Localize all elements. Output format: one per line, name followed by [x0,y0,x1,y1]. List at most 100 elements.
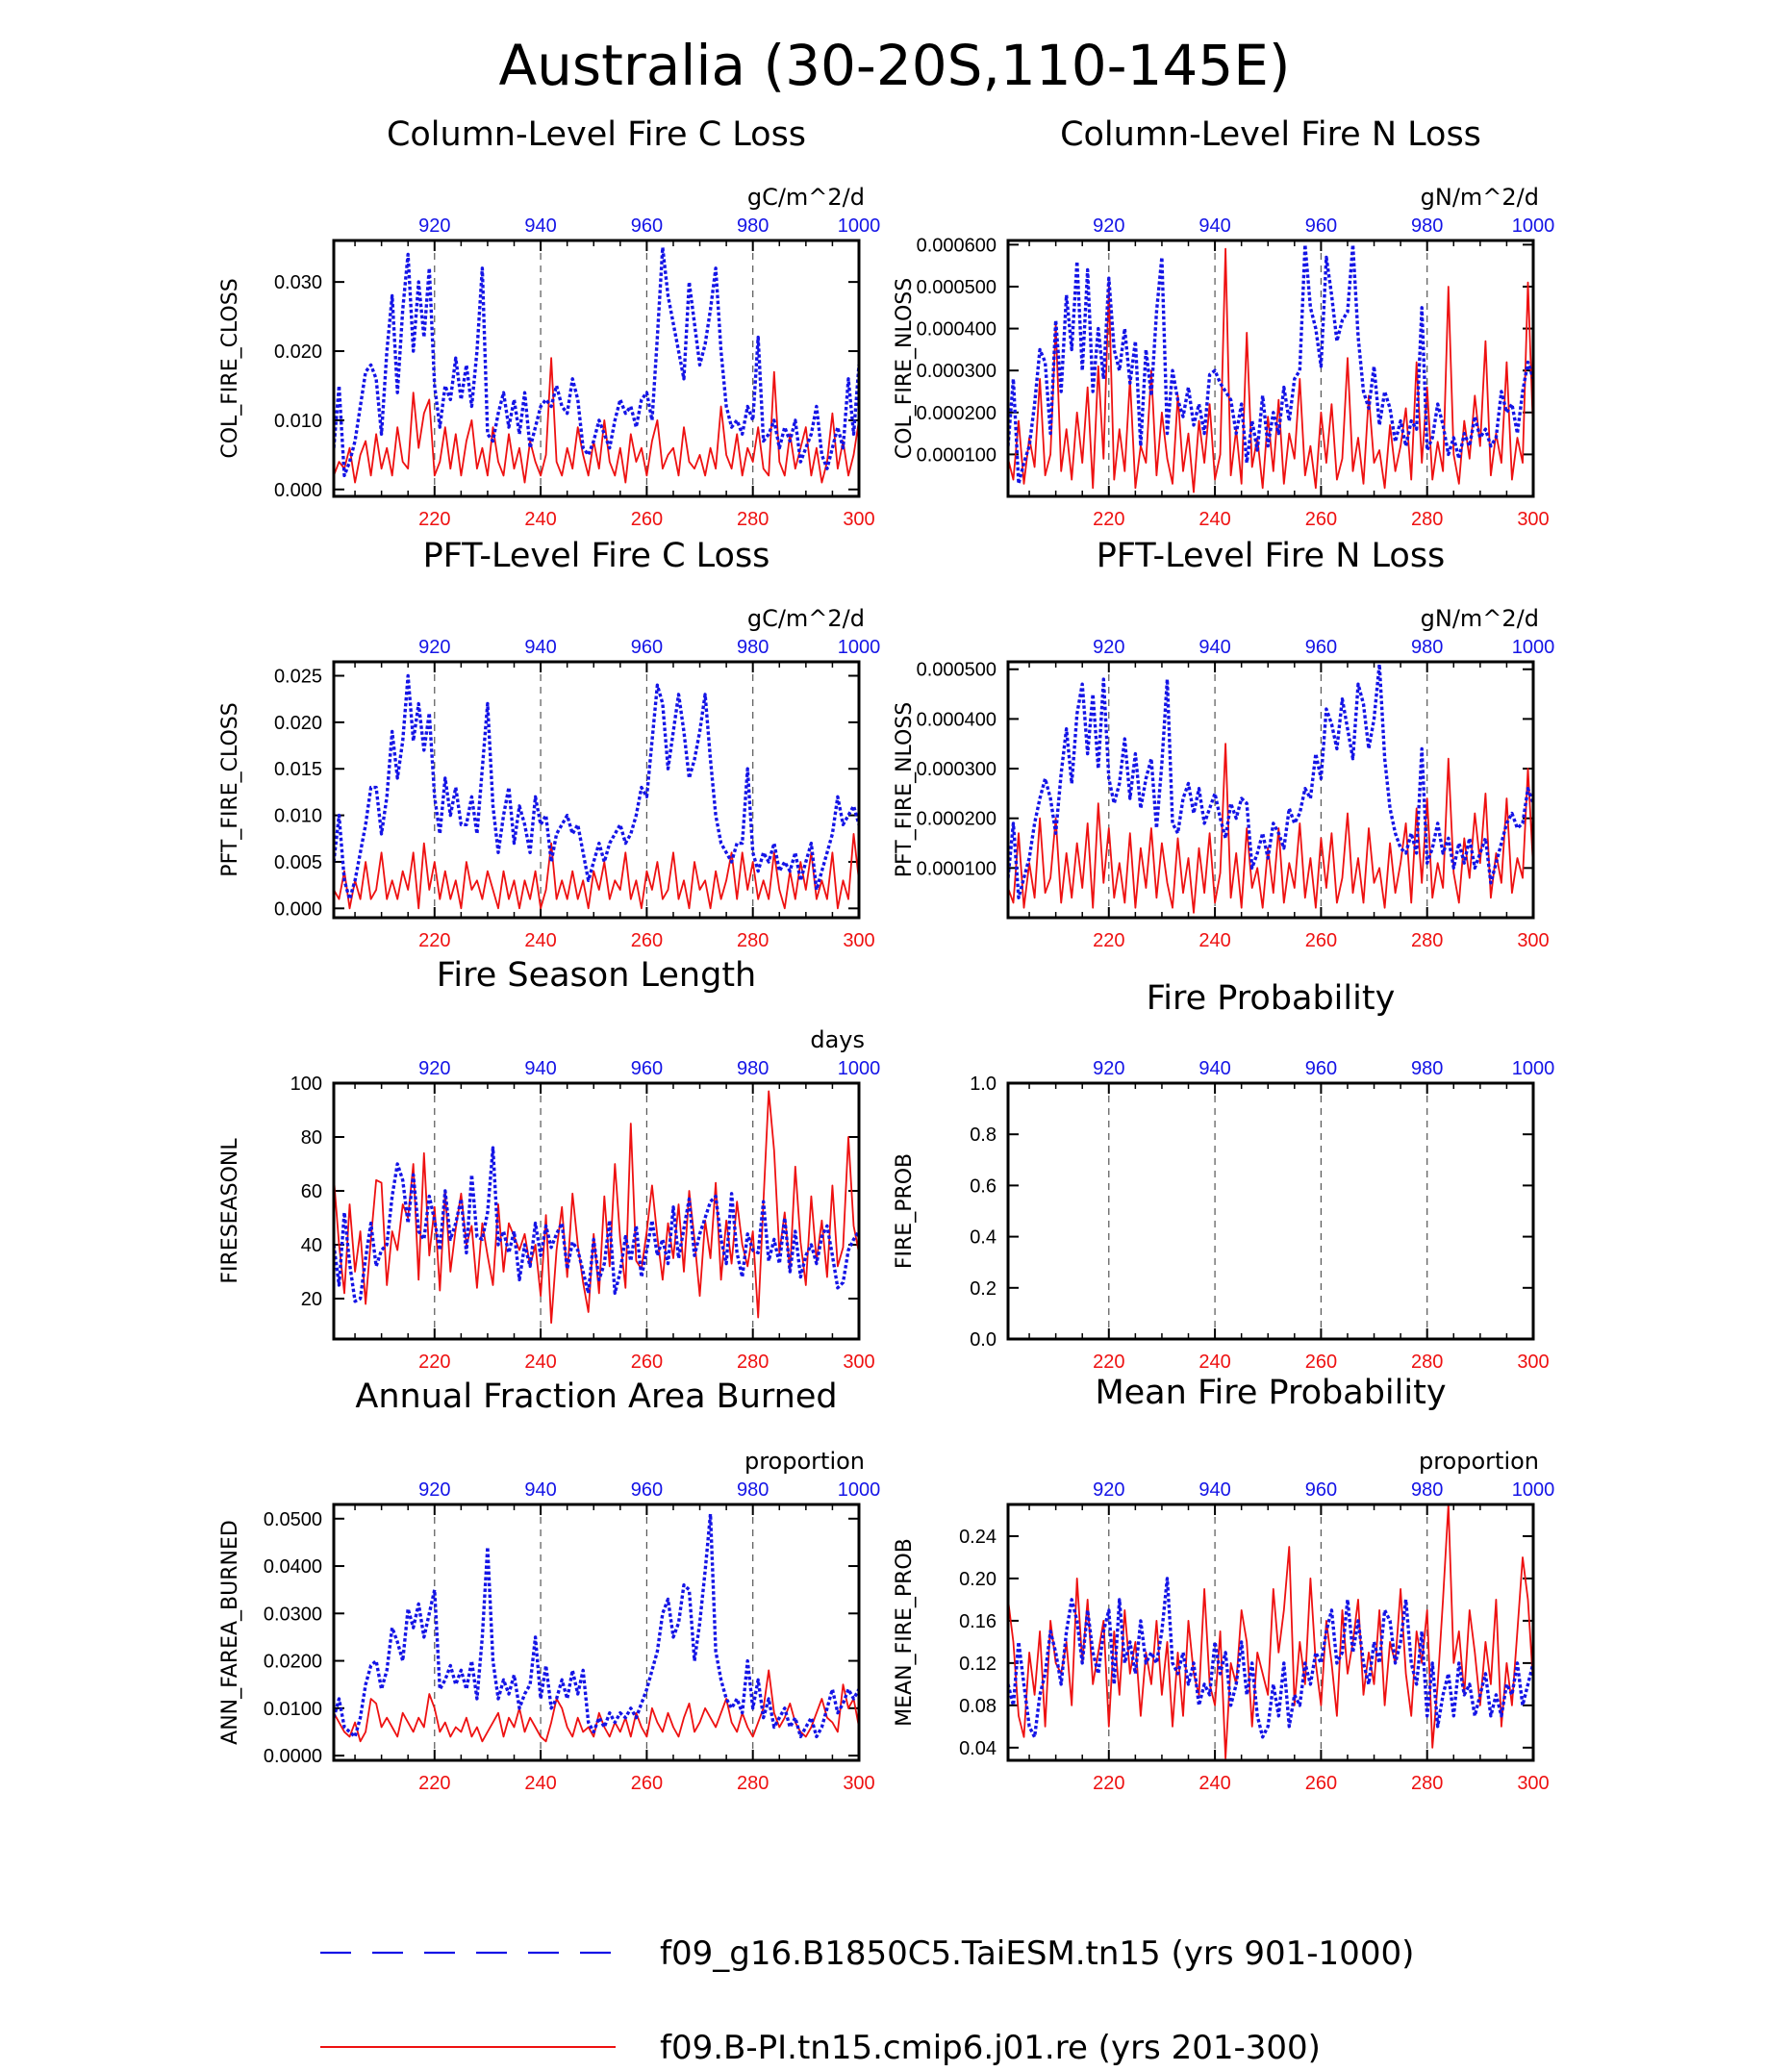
panel-col-fire-nloss: Column-Level Fire N Loss gN/m^2/d COL_FIRE… [893,115,1554,530]
x-tick-label-bottom: 260 [631,930,663,951]
x-tick-label-top: 960 [1305,1479,1337,1501]
x-tick-label-top: 1000 [1512,1479,1555,1501]
legend: f09_g16.B1850C5.TaiESM.tn15 (yrs 901-100… [320,1934,1414,2067]
plot-frame [332,239,861,498]
x-tick-label-bottom: 260 [1305,1773,1337,1794]
units-label: days [810,1026,865,1053]
x-tick-label-top: 1000 [838,637,881,658]
x-tick-label-top: 1000 [1512,215,1555,237]
y-tick-label: 0.4 [970,1227,997,1249]
x-tick-label-top: 920 [418,1479,450,1501]
y-tick-label: 0.005 [274,852,322,873]
x-tick-label-bottom: 300 [1517,509,1549,530]
x-tick-label-bottom: 240 [524,509,556,530]
y-tick-label: 0.020 [274,713,322,734]
x-tick-label-bottom: 240 [524,930,556,951]
y-tick-label: 0.0 [970,1329,997,1351]
panel-ann-farea-burned: Annual Fraction Area Burned proportion ANN… [218,1377,880,1794]
plot-frame [1006,1081,1535,1341]
y-tick-label: 0.000 [274,898,322,920]
series-line-cmip6 [334,357,859,484]
y-tick-label: 0.0200 [264,1652,322,1673]
x-tick-label-bottom: 260 [631,1773,663,1794]
x-tick-label-top: 920 [1093,215,1124,237]
x-tick-label-bottom: 300 [1517,1352,1549,1373]
y-tick-label: 0.000500 [917,277,997,298]
y-tick-label: 0.08 [959,1696,997,1717]
units-label: proportion [1419,1448,1539,1475]
x-tick-label-top: 920 [418,215,450,237]
series-line-taiesm [334,1512,859,1739]
y-axis-label: FIRESEASONL [218,1138,242,1284]
plot-frame [332,1081,861,1341]
x-tick-label-bottom: 280 [1411,1773,1443,1794]
y-tick-label: 0.010 [274,411,322,432]
x-tick-label-top: 920 [1093,1058,1124,1079]
y-axis-label: PFT_FIRE_CLOSS [218,702,242,876]
y-tick-label: 0.8 [970,1124,997,1146]
y-tick-label: 0.6 [970,1175,997,1197]
units-label: gN/m^2/d [1421,605,1539,632]
x-tick-label-top: 980 [1411,1479,1443,1501]
series-line-cmip6 [1008,743,1533,914]
y-tick-label: 40 [301,1235,322,1256]
x-tick-label-bottom: 300 [843,509,874,530]
x-tick-label-bottom: 240 [524,1773,556,1794]
x-tick-label-bottom: 280 [737,1773,769,1794]
x-tick-label-top: 920 [1093,637,1124,658]
legend-label: f09_g16.B1850C5.TaiESM.tn15 (yrs 901-100… [660,1934,1414,1973]
y-tick-label: 0.0100 [264,1699,322,1720]
panel-title: PFT-Level Fire C Loss [423,537,770,575]
x-tick-label-bottom: 220 [418,509,450,530]
x-tick-label-bottom: 300 [843,1352,874,1373]
y-tick-label: 0.015 [274,759,322,780]
y-tick-label: 0.000500 [917,660,997,681]
y-tick-label: 0.0400 [264,1556,322,1578]
y-tick-label: 100 [290,1074,322,1095]
panel-title: Fire Season Length [437,956,756,995]
page-title: Australia (30-20S,110-145E) [498,33,1290,98]
panel-title: Column-Level Fire C Loss [387,115,806,154]
x-tick-label-bottom: 220 [1093,509,1124,530]
x-tick-label-bottom: 280 [737,509,769,530]
x-tick-label-bottom: 220 [418,1773,450,1794]
x-tick-label-bottom: 280 [1411,930,1443,951]
units-label: proportion [744,1448,865,1475]
x-tick-label-bottom: 220 [1093,930,1124,951]
x-tick-label-bottom: 260 [631,1352,663,1373]
x-tick-label-top: 1000 [838,1479,881,1501]
x-tick-label-top: 1000 [1512,1058,1555,1079]
x-tick-label-top: 940 [1198,637,1230,658]
x-tick-label-top: 960 [631,1058,663,1079]
x-tick-label-top: 980 [737,637,769,658]
y-tick-label: 0.025 [274,667,322,688]
y-tick-label: 0.000 [274,480,322,501]
y-tick-label: 80 [301,1127,322,1149]
y-tick-label: 0.2 [970,1278,997,1300]
series-line-taiesm [334,245,859,478]
panel-fire-prob: Fire Probability FIRE_PROB 0.0 0.2 0.4 0.6 0.8… [893,979,1554,1373]
panel-pft-fire-closs: PFT-Level Fire C Loss gC/m^2/d PFT_FIRE_CL… [218,537,880,951]
x-tick-label-top: 980 [1411,1058,1443,1079]
panel-title: PFT-Level Fire N Loss [1097,537,1446,575]
y-tick-label: 1.0 [970,1074,997,1095]
series-line-cmip6 [334,833,859,910]
x-tick-label-bottom: 240 [1198,1773,1230,1794]
x-tick-label-top: 960 [1305,1058,1337,1079]
y-tick-label: 0.0500 [264,1509,322,1530]
y-tick-label: 0.12 [959,1654,997,1675]
y-tick-label: 60 [301,1181,322,1202]
y-tick-label: 0.010 [274,806,322,827]
x-tick-label-top: 920 [1093,1479,1124,1501]
y-tick-label: 0.04 [959,1738,997,1759]
x-tick-label-bottom: 260 [631,509,663,530]
x-tick-label-bottom: 300 [1517,930,1549,951]
y-axis-label: PFT_FIRE_NLOSS [893,702,917,877]
x-tick-label-top: 940 [524,1479,556,1501]
chart-panels: Column-Level Fire C Loss gC/m^2/d COL_FIRE… [218,115,1554,1794]
y-tick-label: 0.0000 [264,1746,322,1767]
y-tick-label: 0.000100 [917,858,997,879]
x-tick-label-bottom: 240 [1198,1352,1230,1373]
y-tick-label: 0.020 [274,341,322,363]
y-tick-label: 0.000600 [917,235,997,256]
